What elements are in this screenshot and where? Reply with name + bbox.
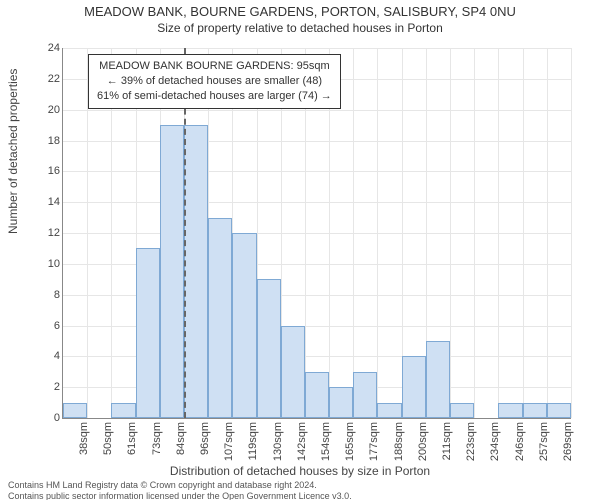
x-tick-label: 154sqm xyxy=(320,422,332,461)
gridline-v xyxy=(474,48,475,418)
bar xyxy=(377,403,401,418)
gridline-v xyxy=(377,48,378,418)
x-tick-label: 50sqm xyxy=(102,422,114,455)
x-tick-label: 234sqm xyxy=(489,422,501,461)
bar xyxy=(450,403,474,418)
chart-subtitle: Size of property relative to detached ho… xyxy=(0,21,600,35)
x-tick-label: 84sqm xyxy=(175,422,187,455)
y-tick-label: 10 xyxy=(44,258,60,270)
bar xyxy=(329,387,353,418)
bar xyxy=(498,403,522,418)
footer: Contains HM Land Registry data © Crown c… xyxy=(8,480,352,500)
x-axis-label: Distribution of detached houses by size … xyxy=(0,464,600,478)
footer-line1: Contains HM Land Registry data © Crown c… xyxy=(8,480,352,491)
bar xyxy=(232,233,256,418)
bar xyxy=(353,372,377,418)
gridline-h xyxy=(63,171,571,172)
gridline-h xyxy=(63,110,571,111)
gridline-v xyxy=(571,48,572,418)
bar xyxy=(257,279,281,418)
x-tick-label: 223sqm xyxy=(465,422,477,461)
y-tick-label: 4 xyxy=(44,350,60,362)
bar xyxy=(184,125,208,418)
annotation-line2: ← 39% of detached houses are smaller (48… xyxy=(97,74,332,89)
gridline-h xyxy=(63,202,571,203)
x-tick-label: 107sqm xyxy=(223,422,235,461)
y-tick-label: 16 xyxy=(44,165,60,177)
x-tick-label: 73sqm xyxy=(151,422,163,455)
bar xyxy=(547,403,571,418)
y-tick-label: 8 xyxy=(44,289,60,301)
gridline-h xyxy=(63,141,571,142)
chart-container: MEADOW BANK, BOURNE GARDENS, PORTON, SAL… xyxy=(0,4,600,500)
y-axis-label: Number of detached properties xyxy=(6,69,20,234)
bar xyxy=(136,248,160,418)
x-tick-label: 257sqm xyxy=(538,422,550,461)
bar xyxy=(281,326,305,419)
gridline-v xyxy=(353,48,354,418)
bar xyxy=(305,372,329,418)
x-tick-label: 119sqm xyxy=(247,422,259,460)
x-tick-label: 165sqm xyxy=(344,422,356,461)
y-tick-label: 12 xyxy=(44,227,60,239)
x-tick-label: 177sqm xyxy=(368,422,380,461)
annotation-box: MEADOW BANK BOURNE GARDENS: 95sqm ← 39% … xyxy=(88,54,341,109)
bar xyxy=(208,218,232,418)
x-tick-label: 246sqm xyxy=(514,422,526,461)
gridline-h xyxy=(63,48,571,49)
x-tick-label: 142sqm xyxy=(296,422,308,461)
bar xyxy=(523,403,547,418)
y-tick-label: 20 xyxy=(44,104,60,116)
y-tick-label: 0 xyxy=(44,412,60,424)
y-tick-label: 2 xyxy=(44,381,60,393)
footer-line2: Contains public sector information licen… xyxy=(8,491,352,500)
x-tick-label: 200sqm xyxy=(417,422,429,461)
bar xyxy=(160,125,184,418)
y-tick-label: 14 xyxy=(44,196,60,208)
annotation-line1: MEADOW BANK BOURNE GARDENS: 95sqm xyxy=(97,59,332,74)
gridline-h xyxy=(63,233,571,234)
gridline-v xyxy=(523,48,524,418)
bar xyxy=(63,403,87,418)
x-tick-label: 211sqm xyxy=(441,422,453,460)
x-tick-label: 269sqm xyxy=(562,422,574,461)
x-tick-label: 188sqm xyxy=(393,422,405,461)
x-tick-label: 96sqm xyxy=(199,422,211,455)
gridline-v xyxy=(498,48,499,418)
y-tick-label: 24 xyxy=(44,42,60,54)
bar xyxy=(111,403,135,418)
bar xyxy=(402,356,426,418)
bar xyxy=(426,341,450,418)
annotation-line3: 61% of semi-detached houses are larger (… xyxy=(97,89,332,104)
y-tick-label: 6 xyxy=(44,320,60,332)
gridline-v xyxy=(450,48,451,418)
x-tick-label: 61sqm xyxy=(126,422,138,455)
y-tick-label: 18 xyxy=(44,135,60,147)
x-tick-label: 130sqm xyxy=(272,422,284,461)
y-tick-label: 22 xyxy=(44,73,60,85)
x-tick-label: 38sqm xyxy=(78,422,90,455)
chart-title: MEADOW BANK, BOURNE GARDENS, PORTON, SAL… xyxy=(0,4,600,19)
gridline-v xyxy=(547,48,548,418)
